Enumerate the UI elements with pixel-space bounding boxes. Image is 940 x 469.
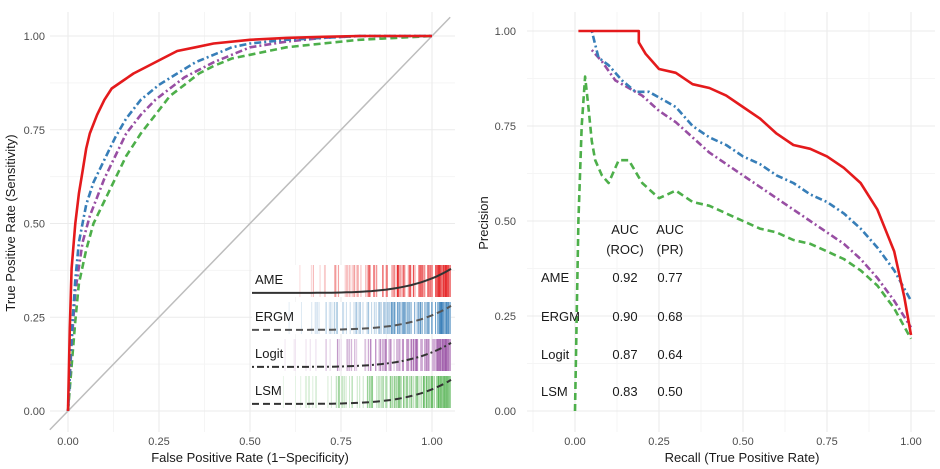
- auc-row-pr: 0.64: [657, 347, 682, 362]
- roc-x-tick-label: 0.50: [239, 436, 260, 448]
- auc-row-model: ERGM: [541, 309, 580, 324]
- pr-line-logit: [590, 49, 913, 329]
- pr-panel: 0.00 0.00 0.25 0.25 0.50 0.50 0.75 0.75 1.00 1.00…: [476, 12, 935, 465]
- roc-line-lsm: [66, 34, 433, 412]
- pr-y-tick-label: 0.75: [495, 121, 516, 133]
- pr-y-tick-label: 1.00: [495, 26, 516, 38]
- inset-curve: [252, 379, 452, 405]
- auc-row-pr: 0.50: [657, 384, 682, 399]
- auc-row-roc: 0.90: [612, 309, 637, 324]
- roc-y-axis-title: True Positive Rate (Sensitivity): [3, 134, 18, 311]
- roc-x-tick-label: 1.00: [421, 436, 442, 448]
- pr-y-tick-label: 0.50: [495, 216, 516, 228]
- pr-series-lines: [573, 29, 913, 412]
- auc-row-model: AME: [541, 270, 570, 285]
- pr-y-axis-title: Precision: [476, 196, 491, 249]
- roc-panel: AME ERGM Logit LSM 0.00 0.00 0.25 0.25 0.50 0.50…: [3, 12, 455, 465]
- roc-x-tick-label: 0.25: [148, 436, 169, 448]
- auc-header-line1: AUC: [656, 222, 683, 237]
- auc-row-pr: 0.68: [657, 309, 682, 324]
- roc-inset-strips: AME ERGM Logit LSM: [252, 265, 452, 408]
- auc-header-line1: AUC: [611, 222, 638, 237]
- roc-reference-line: [49, 16, 451, 431]
- inset-curve: [252, 268, 452, 294]
- pr-y-tick-label: 0.00: [495, 406, 516, 418]
- roc-x-axis-title: False Positive Rate (1−Specificity): [151, 450, 349, 465]
- roc-y-tick-label: 0.75: [24, 125, 45, 137]
- inset-label: AME: [255, 272, 284, 287]
- pr-line-ergm: [590, 30, 913, 302]
- roc-y-tick-label: 1.00: [24, 31, 45, 43]
- pr-x-tick-label: 1.00: [900, 436, 921, 448]
- inset-strip-ame: AME: [252, 265, 452, 297]
- roc-y-tick-label: 0.25: [24, 312, 45, 324]
- pr-y-tick-label: 0.25: [495, 311, 516, 323]
- pr-x-axis-title: Recall (True Positive Rate): [665, 450, 820, 465]
- inset-strip-logit: Logit: [252, 339, 452, 371]
- inset-strip-ergm: ERGM: [252, 302, 452, 334]
- roc-tick-labels: 0.00 0.00 0.25 0.25 0.50 0.50 0.75 0.75 1.00 1.00: [24, 31, 443, 448]
- inset-rug-block: [437, 376, 451, 408]
- auc-row-roc: 0.87: [612, 347, 637, 362]
- pr-x-tick-label: 0.25: [648, 436, 669, 448]
- pr-line-lsm: [573, 75, 913, 412]
- pr-line-ame: [578, 29, 913, 336]
- roc-x-tick-label: 0.75: [330, 436, 351, 448]
- roc-diagonal-line: [49, 16, 451, 431]
- inset-curve: [252, 305, 452, 331]
- roc-line-ergm: [66, 34, 432, 412]
- inset-label: LSM: [255, 383, 282, 398]
- pr-x-tick-label: 0.75: [816, 436, 837, 448]
- auc-row-roc: 0.83: [612, 384, 637, 399]
- pr-x-tick-label: 0.50: [732, 436, 753, 448]
- inset-rug-block: [437, 265, 451, 297]
- roc-series-lines: [66, 34, 433, 412]
- pr-tick-labels: 0.00 0.00 0.25 0.25 0.50 0.50 0.75 0.75 1.00 1.00: [495, 26, 922, 448]
- auc-row-model: Logit: [541, 347, 570, 362]
- auc-row-roc: 0.92: [612, 270, 637, 285]
- auc-header-line2: (ROC): [606, 242, 644, 257]
- inset-rug-block: [437, 339, 451, 371]
- inset-label: Logit: [255, 346, 284, 361]
- auc-row-pr: 0.77: [657, 270, 682, 285]
- inset-curve: [252, 342, 452, 368]
- auc-row-model: LSM: [541, 384, 568, 399]
- roc-y-tick-label: 0.50: [24, 219, 45, 231]
- roc-line-ame: [66, 34, 432, 412]
- pr-grid: [527, 12, 935, 432]
- inset-rug-block: [437, 302, 451, 334]
- auc-header-line2: (PR): [657, 242, 684, 257]
- auc-table: AUC (ROC) AUC (PR) AME 0.92 0.77 ERGM 0.90 0.68 Lo…: [541, 222, 684, 399]
- roc-y-tick-label: 0.00: [24, 406, 45, 418]
- inset-strip-lsm: LSM: [252, 376, 452, 408]
- roc-x-tick-label: 0.00: [57, 436, 78, 448]
- pr-x-tick-label: 0.00: [564, 436, 585, 448]
- inset-label: ERGM: [255, 309, 294, 324]
